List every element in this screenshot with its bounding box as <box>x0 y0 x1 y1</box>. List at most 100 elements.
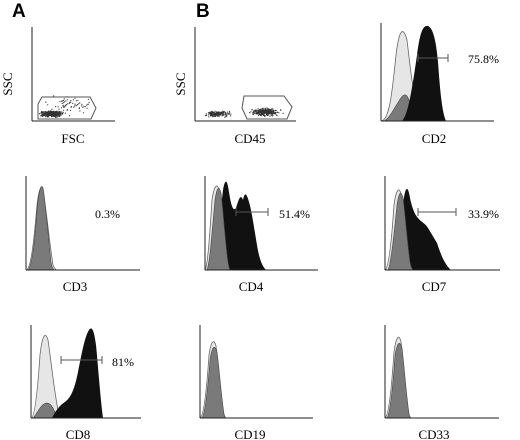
scatter-dot <box>41 114 43 116</box>
scatter-dot <box>226 111 229 113</box>
scatter-dot <box>253 110 255 112</box>
scatter-dot <box>63 98 65 100</box>
scatter-dot <box>272 112 275 114</box>
scatter-dot <box>256 109 258 111</box>
isotype-histogram <box>206 187 231 271</box>
scatter-dot <box>219 114 221 116</box>
scatter-dot <box>54 111 56 113</box>
scatter-dot <box>218 113 220 115</box>
scatter-dot <box>214 110 216 112</box>
histogram-cd2: 75.8% CD2 <box>380 23 499 146</box>
scatter-dot <box>79 102 81 104</box>
scatter-dot <box>210 112 212 115</box>
x-axis-label-cd4: CD4 <box>239 279 264 294</box>
scatter-dot <box>63 109 65 111</box>
scatter-dot <box>40 112 43 114</box>
scatter-dot <box>223 114 225 116</box>
scatter-dot <box>282 112 284 114</box>
scatter-dot <box>60 107 63 109</box>
scatter-dot <box>58 110 60 112</box>
scatter-dot <box>271 111 273 113</box>
scatter-dot <box>280 109 282 111</box>
scatter-dot <box>265 110 267 112</box>
scatter-dot <box>263 111 265 113</box>
histogram-cd4: 51.4% CD4 <box>204 176 318 294</box>
scatter-dot <box>208 116 210 118</box>
scatter-dot <box>52 112 54 114</box>
scatter-dot <box>269 115 271 117</box>
scatter-dot <box>222 111 224 114</box>
positive-marker-bar <box>235 208 269 216</box>
scatter-dot <box>73 106 75 108</box>
scatter-dot <box>50 114 52 116</box>
scatter-dot <box>252 113 254 115</box>
scatter-dot <box>212 116 214 118</box>
scatter-dot <box>70 106 72 108</box>
scatter-dot <box>262 112 264 114</box>
scatter-dot <box>212 115 214 117</box>
scatter-dot <box>266 111 268 113</box>
scatter-dot <box>213 113 215 115</box>
scatter-dot <box>47 113 49 115</box>
scatter-dots <box>39 95 90 118</box>
positive-marker-bar <box>60 356 103 364</box>
scatter-dot <box>258 112 260 114</box>
scatter-dot <box>221 112 223 114</box>
scatter-plot-cd45: CD45 <box>194 27 296 146</box>
scatter-dot <box>62 100 64 102</box>
scatter-dot <box>269 113 271 115</box>
scatter-dot <box>272 108 274 110</box>
scatter-dot <box>43 114 45 116</box>
scatter-dot <box>271 113 273 115</box>
positive-histogram <box>395 188 451 270</box>
scatter-dot <box>228 112 230 115</box>
gate-outline <box>241 95 293 120</box>
scatter-dot <box>274 112 276 114</box>
scatter-dot <box>264 109 267 111</box>
scatter-dot <box>64 104 66 106</box>
panel-letter-b: B <box>196 1 210 22</box>
scatter-dot <box>262 107 264 109</box>
scatter-b-y-axis-label: SSC <box>173 72 188 95</box>
scatter-dot <box>78 103 80 105</box>
scatter-dot <box>56 113 58 115</box>
scatter-dot <box>59 100 61 103</box>
scatter-dot <box>57 112 59 114</box>
scatter-dot <box>211 113 213 115</box>
isotype-histogram <box>387 192 414 271</box>
scatter-dot <box>59 115 61 117</box>
scatter-dot <box>82 106 84 108</box>
scatter-dot <box>61 113 64 115</box>
scatter-dot <box>249 112 251 114</box>
scatter-dot <box>258 114 260 116</box>
percent-label-cd8: 81% <box>112 355 134 369</box>
scatter-dot <box>55 115 57 117</box>
scatter-dot <box>209 111 211 113</box>
scatter-dot <box>44 114 46 116</box>
scatter-dot <box>72 99 74 101</box>
scatter-dot <box>263 107 265 109</box>
scatter-dot <box>225 115 228 117</box>
scatter-dot <box>64 112 66 114</box>
scatter-dot <box>75 105 77 107</box>
scatter-dot <box>278 112 280 114</box>
scatter-dot <box>260 114 262 116</box>
scatter-dot <box>46 111 48 113</box>
scatter-dot <box>256 113 258 115</box>
scatter-dot <box>215 112 218 114</box>
scatter-dot <box>222 110 224 112</box>
scatter-dot <box>264 115 266 117</box>
positive-marker-bar <box>417 208 457 216</box>
scatter-dot <box>216 113 218 115</box>
scatter-dot <box>65 100 67 102</box>
scatter-dot <box>46 114 48 117</box>
scatter-dot <box>74 97 76 99</box>
scatter-dot <box>255 109 257 111</box>
scatter-dot <box>56 116 58 118</box>
scatter-dot <box>267 114 269 116</box>
scatter-dot <box>87 103 89 105</box>
scatter-dot <box>57 106 59 108</box>
scatter-dot <box>212 111 214 113</box>
scatter-dot <box>59 114 61 116</box>
